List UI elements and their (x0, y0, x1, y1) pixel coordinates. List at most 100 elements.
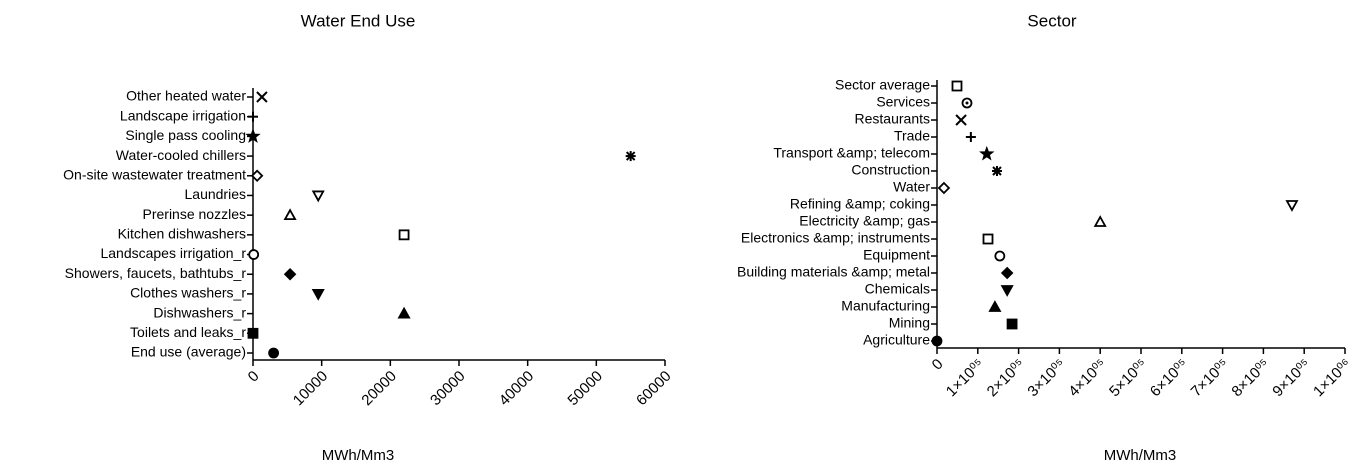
x-tick-label: 20000 (358, 368, 400, 410)
marker-shape (397, 306, 411, 319)
y-tick-label: Water-cooled chillers (116, 147, 246, 163)
y-tick-label: Electronics &amp; instruments (741, 230, 930, 246)
data-point (994, 250, 1006, 262)
marker-shape (250, 169, 264, 183)
x-tick-label: 60000 (633, 368, 675, 410)
data-point (397, 306, 411, 319)
marker-shape (951, 80, 963, 92)
data-point (247, 327, 259, 339)
x-tick-label: 9×10⁰⁵ (1269, 356, 1314, 401)
marker-shape (1285, 200, 1299, 212)
y-tick-label: Toilets and leaks_r (130, 324, 246, 340)
y-tick-label: Electricity &amp; gas (799, 213, 930, 229)
data-point (283, 267, 297, 281)
y-tick-label: Building materials &amp; metal (737, 264, 930, 280)
marker-shape (268, 347, 280, 359)
marker-shape (931, 335, 943, 347)
marker-shape (1093, 215, 1107, 227)
y-tick-label: Other heated water (126, 88, 246, 104)
y-tick-label: Agriculture (863, 332, 930, 348)
data-point (988, 300, 1002, 312)
data-point (1006, 318, 1018, 330)
data-point (1000, 285, 1014, 297)
y-tick-label: Restaurants (855, 111, 930, 127)
y-tick-label: Construction (851, 162, 930, 178)
data-point (951, 80, 963, 92)
marker-dot (965, 101, 969, 105)
data-point (245, 128, 261, 143)
marker-shape (398, 229, 410, 241)
x-axis-label: MWh/Mm3 (322, 447, 395, 464)
x-tick-label: 8×10⁰⁵ (1228, 356, 1273, 401)
marker-shape (283, 208, 297, 221)
x-tick-label: 0 (245, 368, 263, 386)
x-tick-label: 4×10⁰⁵ (1065, 356, 1110, 401)
x-tick-label: 1×10⁰⁵ (943, 356, 988, 401)
marker-shape (988, 300, 1002, 312)
y-tick-label: Mining (889, 315, 930, 331)
chart-title: Sector (1027, 11, 1076, 30)
x-tick-label: 30000 (427, 368, 469, 410)
marker-shape (1006, 318, 1018, 330)
marker-shape (982, 233, 994, 245)
data-point (250, 169, 264, 183)
marker-shape (311, 289, 325, 301)
marker-shape (1000, 285, 1014, 297)
data-point (248, 111, 258, 122)
y-tick-label: Equipment (863, 247, 930, 263)
y-tick-label: Dishwashers_r (153, 304, 246, 320)
marker-stroke (625, 151, 636, 161)
y-tick-label: End use (average) (131, 344, 246, 360)
data-point (965, 132, 976, 142)
y-tick-label: Water (893, 179, 930, 195)
data-point (268, 347, 280, 359)
y-tick-label: Services (876, 94, 930, 110)
data-point (1000, 266, 1014, 280)
marker-stroke (992, 166, 1002, 176)
marker-shape (283, 267, 297, 281)
marker-shape (1000, 266, 1014, 280)
data-point (625, 151, 636, 162)
x-tick-label: 5×10⁰⁵ (1106, 356, 1151, 401)
marker-shape (248, 249, 260, 260)
x-tick-label: 2×10⁰⁵ (984, 356, 1029, 401)
x-tick-label: 0 (929, 356, 947, 374)
data-point (931, 335, 943, 347)
y-tick-label: Clothes washers_r (130, 285, 246, 301)
y-tick-label: Landscapes irrigation_r (100, 245, 246, 261)
y-tick-label: Chemicals (865, 281, 930, 297)
y-tick-label: Showers, faucets, bathtubs_r (65, 265, 247, 281)
marker-shape (979, 145, 995, 161)
marker-shape (247, 327, 259, 339)
data-point (1093, 215, 1107, 227)
data-point (256, 91, 268, 103)
data-point (311, 190, 325, 203)
data-point (311, 289, 325, 301)
data-point (1285, 200, 1299, 212)
chart-title: Water End Use (301, 11, 416, 30)
x-axis-label: MWh/Mm3 (1104, 447, 1177, 464)
x-tick-label: 10000 (290, 368, 332, 410)
y-tick-label: Trade (894, 128, 930, 144)
marker-stroke (955, 114, 967, 126)
data-point (955, 114, 967, 126)
x-tick-label: 6×10⁰⁵ (1147, 356, 1192, 401)
x-tick-label: 7×10⁰⁵ (1188, 356, 1233, 401)
data-point (283, 208, 297, 221)
y-tick-label: Kitchen dishwashers (118, 226, 246, 242)
x-tick-label: 3×10⁰⁵ (1024, 356, 1069, 401)
x-tick-label: 50000 (564, 368, 606, 410)
marker-shape (937, 181, 951, 195)
marker-shape (994, 250, 1006, 262)
y-tick-label: Refining &amp; coking (790, 196, 930, 212)
y-tick-label: Laundries (185, 186, 247, 202)
marker-shape (311, 190, 325, 203)
y-tick-label: Landscape irrigation (120, 107, 246, 123)
data-point (982, 233, 994, 245)
data-point (248, 249, 260, 260)
marker-shape (245, 128, 261, 143)
y-tick-label: Transport &amp; telecom (773, 145, 930, 161)
data-point (991, 166, 1002, 176)
y-tick-label: Prerinse nozzles (143, 206, 247, 222)
